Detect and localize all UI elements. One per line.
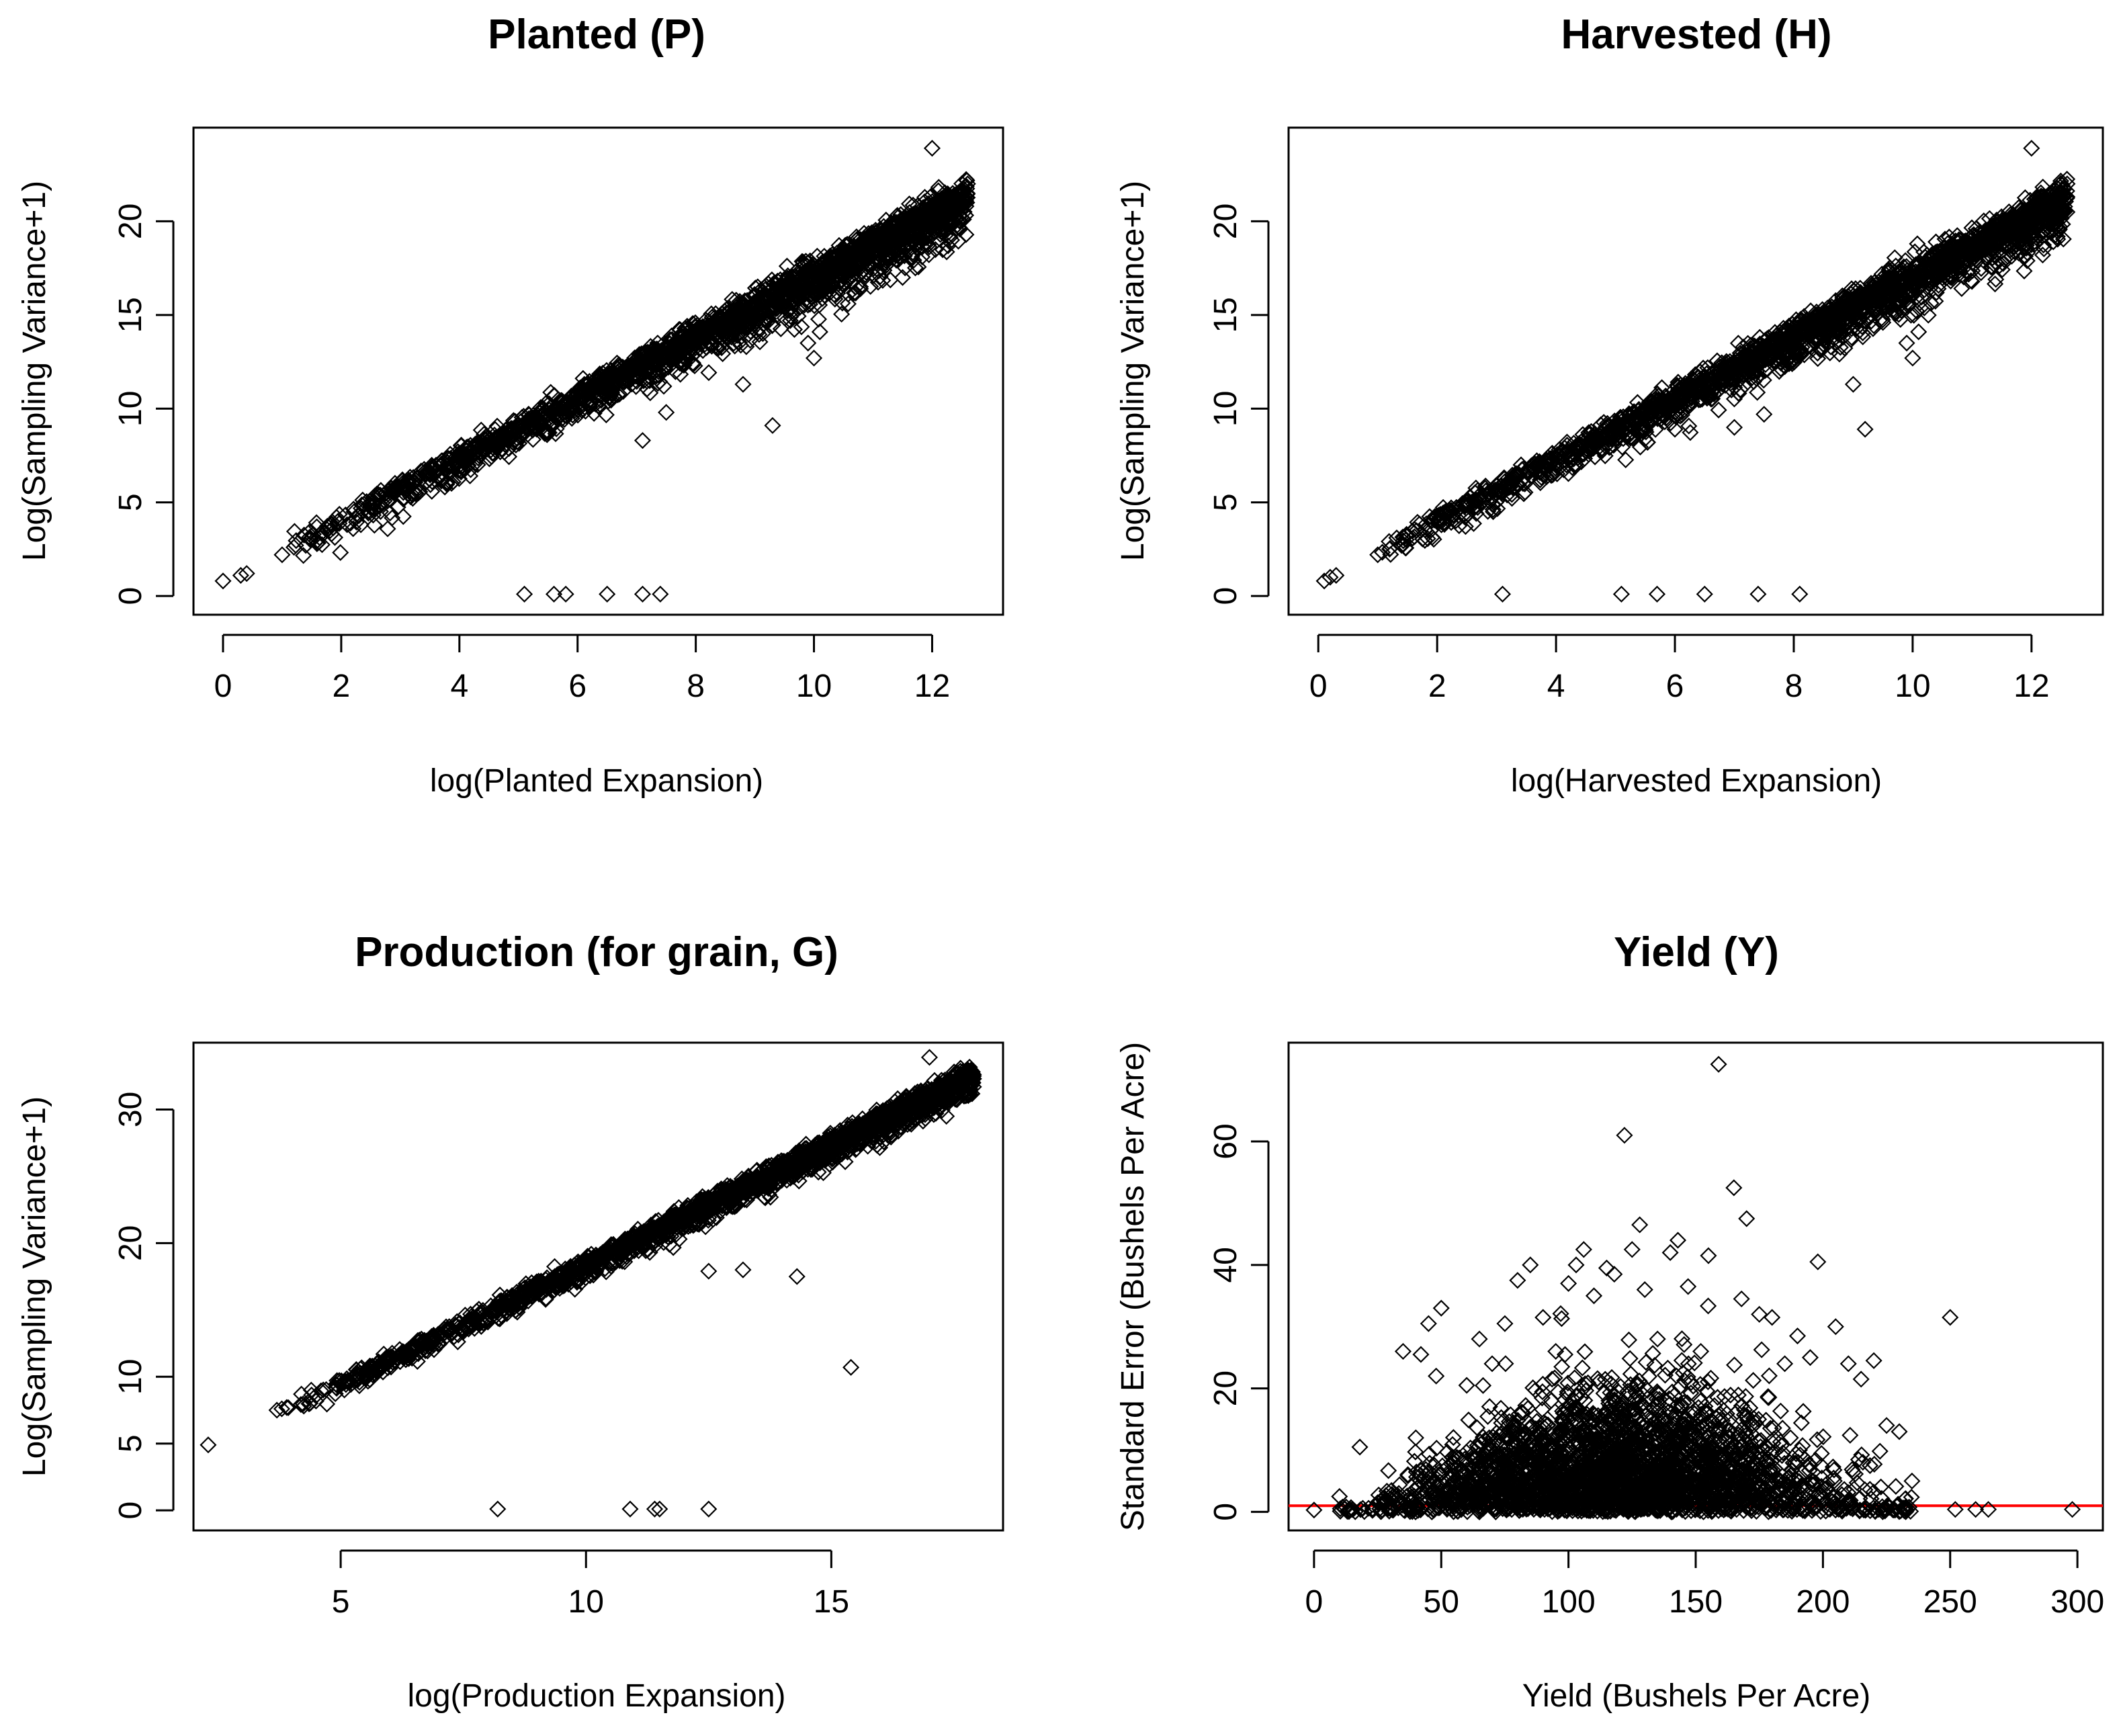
y-tick-label: 20	[113, 204, 148, 239]
chart-title: Planted (P)	[488, 11, 705, 58]
y-tick-label: 0	[1208, 587, 1244, 605]
x-axis-label: log(Harvested Expansion)	[1511, 763, 1882, 799]
y-tick-label: 20	[113, 1225, 148, 1261]
x-tick-label: 10	[1895, 668, 1930, 704]
y-tick-label: 20	[1208, 204, 1244, 239]
x-tick-label: 6	[568, 668, 587, 704]
x-tick-label: 6	[1666, 668, 1684, 704]
x-tick-label: 0	[214, 668, 232, 704]
x-axis-label: log(Planted Expansion)	[430, 763, 763, 799]
chart-title: Production (for grain, G)	[355, 929, 838, 975]
y-tick-label: 5	[113, 1434, 148, 1452]
y-tick-label: 15	[113, 297, 148, 333]
x-tick-label: 10	[796, 668, 832, 704]
y-tick-label: 10	[113, 1359, 148, 1395]
x-tick-label: 2	[333, 668, 351, 704]
x-tick-label: 8	[687, 668, 705, 704]
x-tick-label: 4	[450, 668, 468, 704]
x-tick-label: 10	[568, 1584, 604, 1620]
y-tick-label: 10	[113, 391, 148, 427]
x-tick-label: 8	[1785, 668, 1803, 704]
x-tick-label: 4	[1547, 668, 1565, 704]
x-tick-label: 2	[1428, 668, 1446, 704]
x-tick-label: 5	[332, 1584, 350, 1620]
x-tick-label: 0	[1309, 668, 1328, 704]
chart-title: Harvested (H)	[1561, 11, 1831, 58]
x-tick-label: 15	[814, 1584, 849, 1620]
y-tick-label: 30	[113, 1092, 148, 1127]
y-tick-label: 10	[1208, 391, 1244, 427]
x-tick-label: 12	[914, 668, 950, 704]
x-tick-label: 12	[2013, 668, 2049, 704]
y-axis-label: Log(Sampling Variance+1)	[17, 181, 52, 561]
y-tick-label: 15	[1208, 297, 1244, 333]
y-axis-label: Log(Sampling Variance+1)	[1115, 181, 1151, 561]
y-tick-label: 0	[113, 1502, 148, 1520]
y-tick-label: 5	[1208, 493, 1244, 511]
y-tick-label: 0	[113, 587, 148, 605]
y-tick-label: 5	[113, 493, 148, 511]
